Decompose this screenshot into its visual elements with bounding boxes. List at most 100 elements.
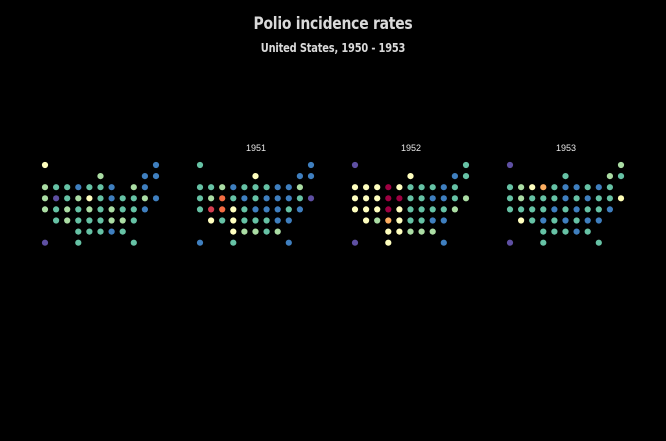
panel-1950-point-25	[41, 206, 49, 213]
panel-1950-point-37	[75, 217, 82, 224]
panel-1952-point-21	[418, 195, 425, 202]
panel-1951-point-28	[219, 206, 226, 213]
panel-1953-point-6	[518, 184, 525, 191]
panel-1950-point-29	[86, 206, 93, 213]
panel-1953-point-43	[595, 217, 602, 224]
panel-1952-point-5	[351, 184, 359, 191]
panel-1950-point-8	[75, 184, 82, 191]
panel-1950-point-23	[141, 195, 148, 202]
panel-1952-point-51	[440, 239, 447, 246]
panel-1951-point-51	[285, 239, 292, 246]
panel-1953-point-22	[584, 195, 591, 202]
panel-1951-point-16	[208, 195, 215, 202]
panel-1951-point-23	[285, 195, 292, 202]
panel-1953-point-41	[573, 217, 580, 224]
panel-1950-point-40	[108, 217, 115, 224]
panel-1952-point-22	[429, 195, 436, 202]
panel-1951-point-43	[285, 217, 292, 224]
panel-1952-point-43	[440, 217, 447, 224]
panel-1953-point-38	[540, 217, 547, 224]
panel-1950-point-17	[75, 195, 82, 202]
panel-1953-point-23	[595, 195, 602, 202]
panel-1953-point-27	[518, 206, 525, 213]
panel-1952-point-37	[374, 217, 381, 224]
panel-1951-point-14	[296, 184, 303, 191]
panel-1953-point-36	[518, 217, 525, 224]
panel-1951-point-20	[252, 195, 259, 202]
panel-1951-point-8	[230, 184, 237, 191]
panel-1951-point-7	[219, 184, 226, 191]
panel-1952-point-3	[451, 173, 458, 180]
panel-1951-point-29	[230, 206, 237, 213]
panel-1952-point-41	[418, 217, 425, 224]
panel-1952-point-42	[429, 217, 436, 224]
panel-1953-point-37	[529, 217, 536, 224]
panel-1953-point-2	[562, 173, 569, 180]
panel-1952-point-26	[351, 206, 359, 213]
panel-1953-point-42	[584, 217, 591, 224]
panel-1950-point-0	[41, 161, 49, 169]
panel-1950-point-6	[53, 184, 60, 191]
panel-1950-point-31	[108, 206, 115, 213]
panel-1953-point-44	[540, 228, 547, 235]
panel-1950-point-21	[119, 195, 126, 202]
panel-1950-point-36	[64, 217, 71, 224]
panel-1952-point-44	[385, 228, 392, 235]
panel-1952-point-4	[462, 173, 470, 180]
panel-1952-point-39	[396, 217, 403, 224]
panel-1952-point-15	[351, 195, 359, 202]
panel-1950-point-49	[75, 239, 82, 246]
panel-1950-point-4	[152, 173, 160, 180]
panel-1951-point-42	[274, 217, 281, 224]
panel-1953-point-8	[540, 184, 547, 191]
panel-1953-point-14	[606, 184, 614, 191]
panel-label-1951: 1951	[246, 143, 266, 153]
panel-1951-point-10	[252, 184, 259, 191]
panel-1953-point-10	[562, 184, 569, 191]
panel-label-1953: 1953	[556, 143, 576, 153]
panel-1952-point-8	[385, 184, 392, 191]
panel-1953-point-1	[617, 161, 625, 169]
panel-1952-point-17	[374, 195, 381, 202]
panel-1953-point-31	[562, 206, 569, 213]
panel-1953-point-45	[551, 228, 558, 235]
panel-1951: 1951	[196, 143, 315, 246]
panel-1950-point-28	[75, 206, 82, 213]
panel-1952-point-6	[363, 184, 370, 191]
panel-1952-point-2	[407, 173, 414, 180]
panel-1952-point-28	[374, 206, 381, 213]
panel-1952-point-11	[418, 184, 425, 191]
panel-1953-point-5	[506, 184, 514, 191]
panel-1953-point-50	[540, 239, 547, 246]
panel-1953-point-26	[506, 206, 514, 213]
panel-1952-point-33	[429, 206, 436, 213]
panel-1951-point-44	[230, 228, 237, 235]
panel-1953-point-25	[617, 195, 625, 202]
panel-1953-point-7	[529, 184, 536, 191]
panel-1952-point-13	[440, 184, 447, 191]
panel-1951-point-21	[263, 195, 270, 202]
panel-1950-point-34	[141, 206, 148, 213]
panel-1951-point-15	[196, 195, 204, 202]
panel-1951-point-45	[241, 228, 248, 235]
panel-1950-point-27	[64, 206, 71, 213]
panel-1950-point-24	[152, 195, 160, 202]
panel-1951-point-6	[208, 184, 215, 191]
panel-1953-point-48	[584, 228, 591, 235]
panel-1951-point-2	[252, 173, 259, 180]
panel-1951-point-0	[196, 161, 204, 169]
panel-1951-point-4	[307, 173, 315, 180]
panel-1952-point-34	[440, 206, 447, 213]
panel-1951-point-48	[274, 228, 281, 235]
panel-1950-point-45	[97, 228, 104, 235]
panel-1952-point-10	[407, 184, 414, 191]
panel-1953-point-17	[529, 195, 536, 202]
panel-1951-point-36	[208, 217, 215, 224]
panel-1951-point-34	[285, 206, 292, 213]
panel-1952-point-29	[385, 206, 392, 213]
panel-1951-point-13	[285, 184, 292, 191]
panel-1951-point-12	[274, 184, 281, 191]
panel-1952-point-7	[374, 184, 381, 191]
panel-1951-point-30	[241, 206, 248, 213]
